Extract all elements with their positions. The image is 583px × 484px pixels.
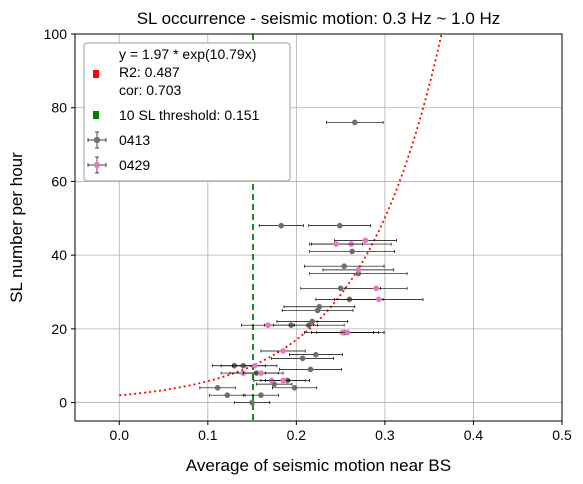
- legend: y = 1.97 * exp(10.79x) R2: 0.487 cor: 0.…: [83, 42, 291, 182]
- chart-title: SL occurrence - seismic motion: 0.3 Hz ~…: [137, 9, 501, 28]
- data-point-0429: [258, 370, 264, 376]
- data-point-0413: [337, 285, 344, 292]
- data-point-0429: [280, 348, 286, 354]
- data-point-0413: [278, 222, 285, 229]
- legend-threshold-label: 10 SL threshold: 0.151: [119, 107, 260, 123]
- fit-layer: [119, 34, 443, 397]
- data-point-0429: [265, 322, 271, 329]
- legend-threshold-swatch: [93, 111, 99, 119]
- x-tick-label: 0.2: [287, 427, 307, 443]
- y-tick-label: 80: [51, 100, 67, 116]
- y-tick-label: 40: [51, 247, 67, 263]
- data-point-0429: [280, 377, 286, 384]
- data-point-0429: [344, 329, 351, 336]
- legend-fit-equation: y = 1.97 * exp(10.79x): [119, 46, 256, 62]
- plot-frame: [74, 33, 563, 422]
- x-tick-label: 0.3: [375, 427, 395, 443]
- y-tick-label: 60: [51, 173, 67, 189]
- legend-fit-r2: R2: 0.487: [119, 64, 180, 80]
- x-tick-label: 0.5: [552, 427, 572, 443]
- ticks-layer: 0.0 0.1 0.2 0.3 0.4 0.5 0 20 40 60 80 100: [44, 26, 572, 443]
- data-point-0413: [336, 222, 343, 229]
- legend-series-0-label: 0413: [119, 132, 150, 148]
- data-point-0413: [249, 399, 255, 406]
- data-point-0413: [351, 119, 358, 126]
- data-point-0413: [291, 384, 298, 391]
- points-layer: [199, 119, 424, 406]
- legend-fit-cor: cor: 0.703: [119, 82, 181, 98]
- x-tick-label: 0.1: [198, 427, 218, 443]
- data-point-0413: [299, 355, 306, 362]
- legend-fit-swatch: [93, 70, 99, 78]
- legend-series-0-marker: [87, 131, 107, 149]
- data-point-0413: [214, 384, 221, 391]
- y-axis-title: SL number per hour: [7, 152, 26, 303]
- data-point-0429: [362, 237, 369, 244]
- data-point-0413: [314, 307, 321, 314]
- x-axis-title: Average of seismic motion near BS: [186, 456, 451, 475]
- x-tick-label: 0.4: [464, 427, 484, 443]
- y-tick-label: 100: [44, 26, 68, 42]
- data-point-0413: [341, 263, 348, 270]
- data-point-0429: [355, 267, 362, 273]
- data-point-0429: [333, 241, 340, 247]
- data-point-0413: [307, 366, 314, 373]
- data-point-0413: [349, 248, 355, 255]
- legend-series-1-marker: [87, 156, 107, 174]
- data-point-0429: [375, 296, 382, 303]
- y-tick-label: 20: [51, 321, 67, 337]
- legend-point: [93, 136, 101, 144]
- data-point-0413: [312, 351, 319, 358]
- x-tick-label: 0.0: [110, 427, 130, 443]
- fit-curve: [119, 34, 443, 397]
- data-point-0429: [373, 285, 379, 292]
- legend-box: [83, 42, 291, 182]
- data-point-0413: [258, 392, 264, 399]
- data-point-0413: [224, 392, 231, 399]
- data-point-0429: [251, 362, 258, 369]
- legend-series-1-label: 0429: [119, 157, 150, 173]
- legend-point: [93, 161, 101, 169]
- data-point-0413: [309, 318, 316, 325]
- y-tick-label: 0: [59, 395, 67, 411]
